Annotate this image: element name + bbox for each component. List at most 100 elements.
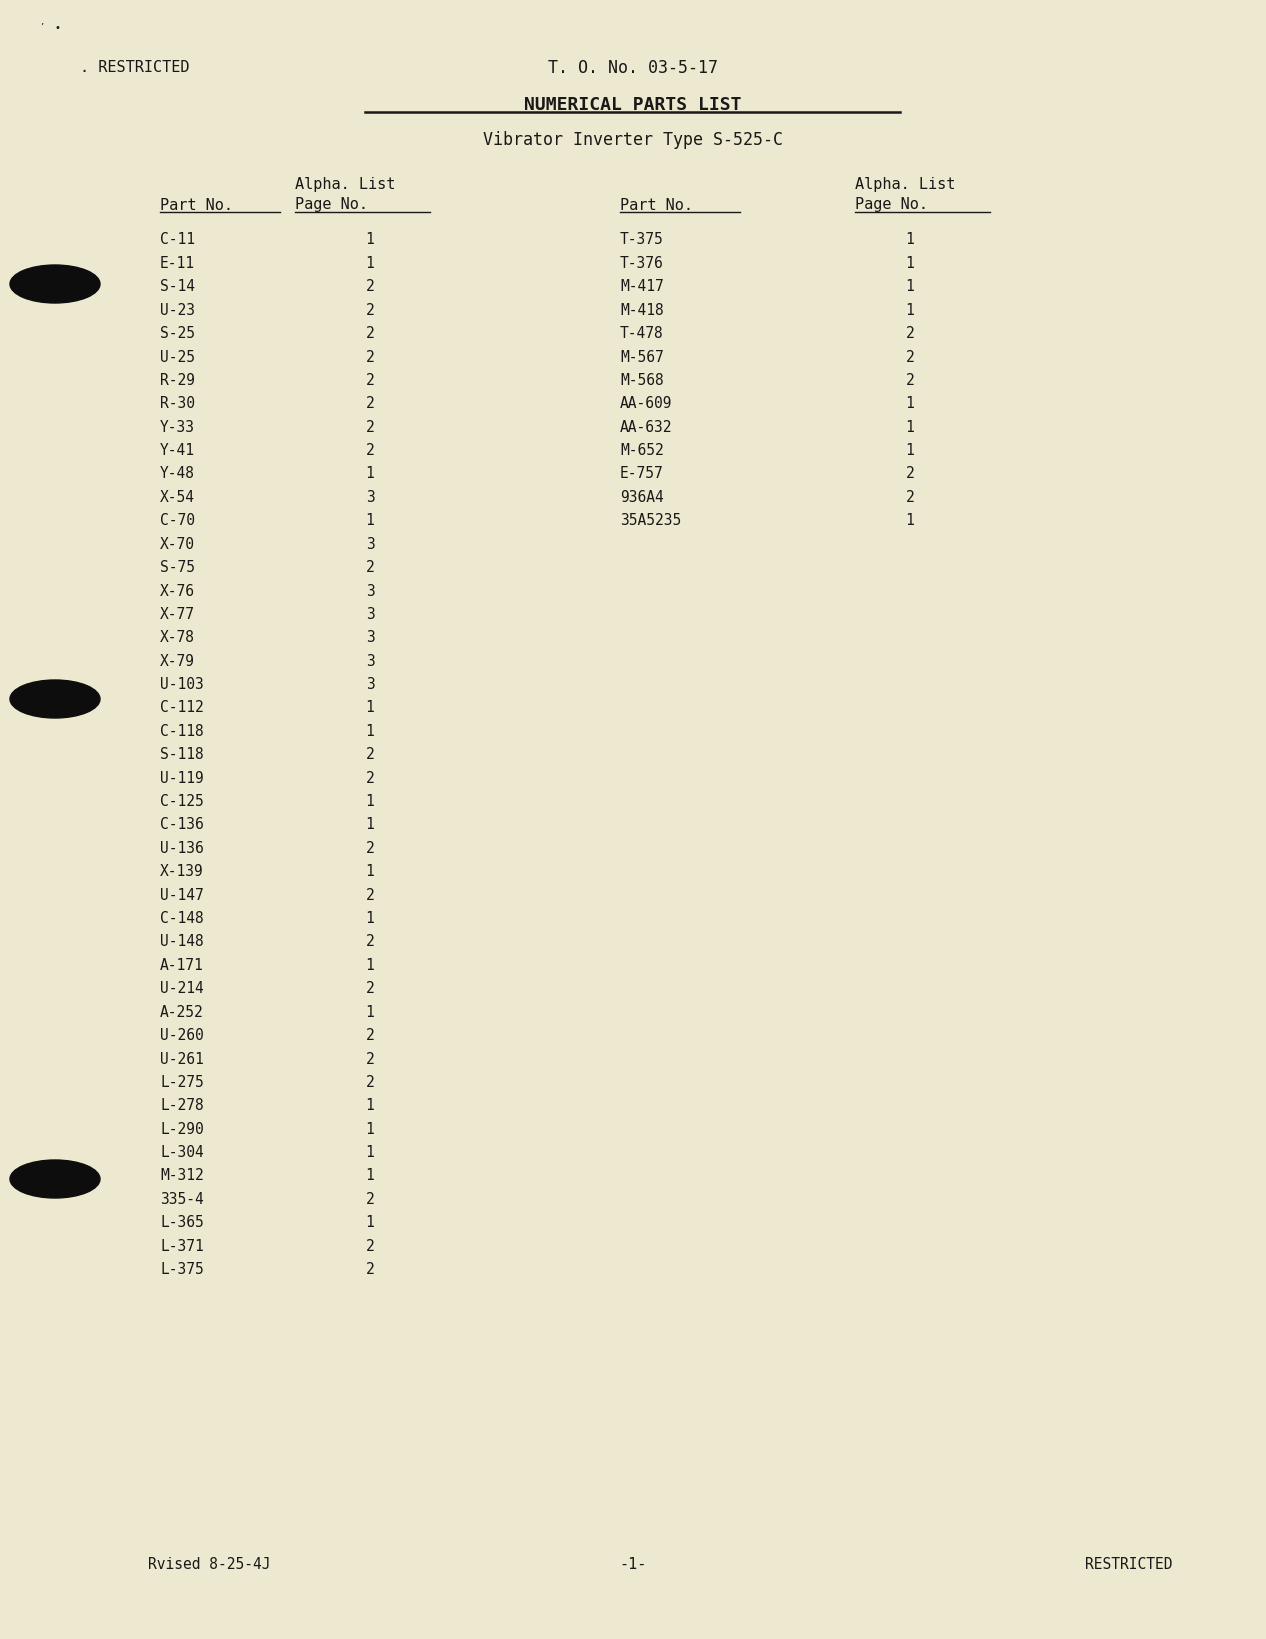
Ellipse shape [10,266,100,303]
Text: U-261: U-261 [160,1051,204,1065]
Text: T-375: T-375 [620,233,663,247]
Text: 2: 2 [366,1028,375,1042]
Text: U-260: U-260 [160,1028,204,1042]
Text: Rvised 8-25-4J: Rvised 8-25-4J [148,1557,271,1572]
Text: 1: 1 [366,793,375,808]
Text: 1: 1 [905,420,914,434]
Text: 2: 2 [366,980,375,995]
Text: A-171: A-171 [160,957,204,972]
Text: M-418: M-418 [620,303,663,318]
Text: L-365: L-365 [160,1214,204,1229]
Text: L-371: L-371 [160,1237,204,1252]
Text: 2: 2 [366,326,375,341]
Text: U-119: U-119 [160,770,204,785]
Text: T-478: T-478 [620,326,663,341]
Text: 1: 1 [366,513,375,528]
Text: M-568: M-568 [620,372,663,388]
Text: 2: 2 [366,443,375,457]
Text: 1: 1 [366,957,375,972]
Text: Y-33: Y-33 [160,420,195,434]
Text: Page No.: Page No. [855,197,928,213]
Text: E-11: E-11 [160,256,195,270]
Text: 2: 2 [366,420,375,434]
Text: S-14: S-14 [160,279,195,293]
Text: X-70: X-70 [160,536,195,551]
Text: 1: 1 [905,303,914,318]
Text: L-278: L-278 [160,1098,204,1113]
Text: 1: 1 [366,1144,375,1159]
Text: 1: 1 [366,233,375,247]
Text: U-136: U-136 [160,841,204,856]
Text: T. O. No. 03-5-17: T. O. No. 03-5-17 [548,59,718,77]
Text: RESTRICTED: RESTRICTED [1085,1557,1172,1572]
Text: 2: 2 [905,490,914,505]
Text: AA-609: AA-609 [620,397,672,411]
Text: C-112: C-112 [160,700,204,715]
Text: Part No.: Part No. [620,197,693,213]
Text: M-567: M-567 [620,349,663,364]
Text: 2: 2 [905,349,914,364]
Text: 2: 2 [366,561,375,575]
Text: 1: 1 [366,1167,375,1183]
Text: Part No.: Part No. [160,197,233,213]
Text: 2: 2 [366,1237,375,1252]
Text: ’: ’ [41,23,43,33]
Text: Y-41: Y-41 [160,443,195,457]
Text: -1-: -1- [619,1557,647,1572]
Text: 1: 1 [905,256,914,270]
Text: 2: 2 [366,1051,375,1065]
Text: 2: 2 [366,747,375,762]
Text: L-290: L-290 [160,1121,204,1136]
Text: M-312: M-312 [160,1167,204,1183]
Text: U-103: U-103 [160,677,204,692]
Text: 35A5235: 35A5235 [620,513,681,528]
Text: 2: 2 [366,349,375,364]
Text: 1: 1 [366,864,375,879]
Text: 1: 1 [905,233,914,247]
Text: U-147: U-147 [160,887,204,901]
Text: 335-4: 335-4 [160,1192,204,1206]
Text: 1: 1 [366,1214,375,1229]
Text: X-76: X-76 [160,583,195,598]
Text: 1: 1 [366,723,375,739]
Text: 1: 1 [366,256,375,270]
Text: L-375: L-375 [160,1262,204,1277]
Text: 2: 2 [366,1192,375,1206]
Text: 2: 2 [366,372,375,388]
Text: S-75: S-75 [160,561,195,575]
Text: S-25: S-25 [160,326,195,341]
Text: •: • [54,23,60,33]
Text: R-29: R-29 [160,372,195,388]
Text: 3: 3 [366,583,375,598]
Text: 2: 2 [366,887,375,901]
Text: 2: 2 [905,465,914,482]
Text: Page No.: Page No. [295,197,368,213]
Text: S-118: S-118 [160,747,204,762]
Text: 936A4: 936A4 [620,490,663,505]
Text: 1: 1 [366,1098,375,1113]
Text: L-275: L-275 [160,1074,204,1090]
Ellipse shape [10,1160,100,1198]
Text: C-118: C-118 [160,723,204,739]
Text: 1: 1 [366,700,375,715]
Text: M-417: M-417 [620,279,663,293]
Text: 2: 2 [366,934,375,949]
Text: 2: 2 [366,1262,375,1277]
Text: 2: 2 [366,397,375,411]
Text: Vibrator Inverter Type S-525-C: Vibrator Inverter Type S-525-C [484,131,782,149]
Text: 2: 2 [366,770,375,785]
Text: 1: 1 [366,1005,375,1019]
Text: Alpha. List: Alpha. List [855,177,956,192]
Text: A-252: A-252 [160,1005,204,1019]
Text: 3: 3 [366,536,375,551]
Text: 3: 3 [366,490,375,505]
Text: 2: 2 [366,1074,375,1090]
Text: E-757: E-757 [620,465,663,482]
Text: U-23: U-23 [160,303,195,318]
Text: T-376: T-376 [620,256,663,270]
Text: 2: 2 [905,372,914,388]
Text: X-54: X-54 [160,490,195,505]
Text: X-77: X-77 [160,606,195,621]
Text: AA-632: AA-632 [620,420,672,434]
Text: 1: 1 [366,1121,375,1136]
